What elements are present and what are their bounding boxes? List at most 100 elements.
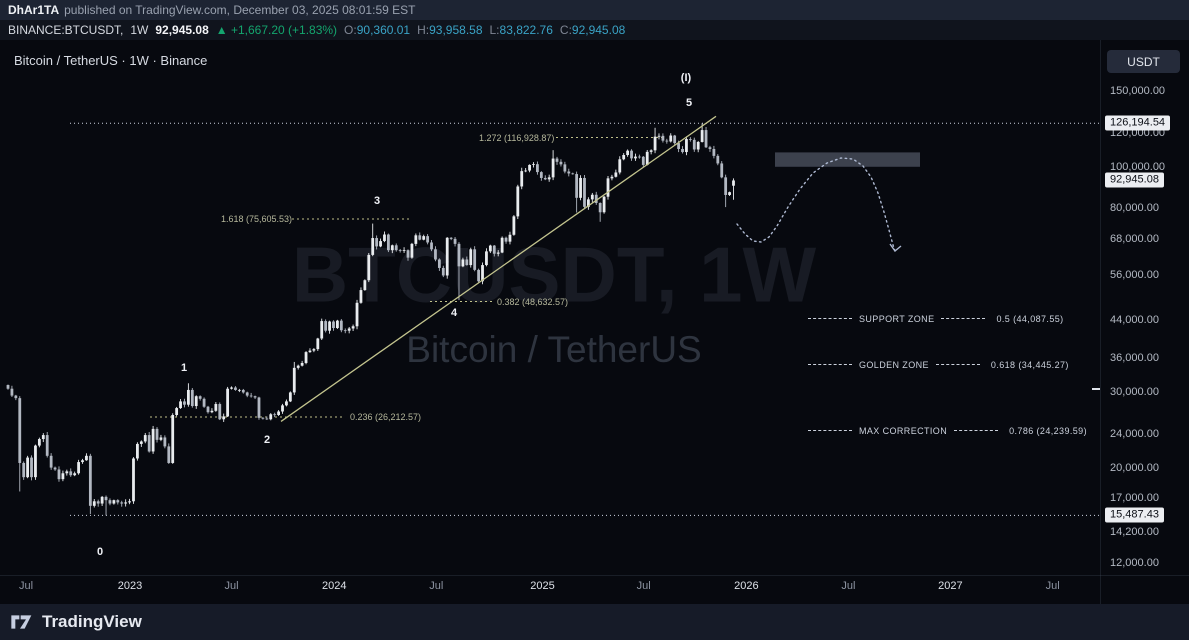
candle-body	[26, 457, 30, 478]
candle-body	[512, 216, 516, 235]
candle-body	[34, 445, 37, 478]
wave-label: 3	[373, 195, 381, 207]
candle-body	[359, 290, 363, 303]
candle-body	[386, 234, 390, 251]
candle-body	[41, 435, 45, 440]
symbol-info-bar: BINANCE:BTCUSDT, 1W 92,945.08 ▲ +1,667.2…	[0, 20, 1189, 40]
candle-body	[112, 500, 116, 504]
candle-body	[30, 457, 33, 478]
candle-body	[214, 404, 218, 411]
candle-body	[437, 259, 441, 268]
candle-body	[100, 496, 104, 504]
candle-body	[685, 139, 688, 153]
candle-body	[367, 254, 371, 281]
price-chart-canvas[interactable]	[0, 40, 1189, 604]
candle-body	[516, 186, 520, 217]
tradingview-logo-icon[interactable]	[10, 612, 34, 632]
candle-body	[85, 455, 88, 461]
fib-level-label: 0.382 (48,632.57)	[497, 296, 569, 307]
candle-body	[179, 401, 182, 409]
candle-body	[602, 196, 606, 213]
candle-body	[669, 135, 673, 142]
candle-body	[73, 473, 77, 476]
candle-body	[49, 455, 53, 468]
zone-value: 0.5 (44,087.55)	[996, 313, 1064, 324]
price-axis-label: 17,000.00	[1110, 491, 1159, 504]
time-axis-label: 2024	[322, 580, 347, 592]
candle-body	[453, 238, 457, 244]
candle-body	[277, 411, 280, 415]
zone-label: SUPPORT ZONE	[859, 313, 935, 324]
candle-body	[492, 245, 496, 254]
candle-body	[649, 150, 653, 152]
candle-body	[504, 237, 508, 242]
wave-label: 2	[263, 434, 271, 446]
candle-body	[614, 172, 618, 177]
retracement-zone-row: GOLDEN ZONE 0.618 (34,445.27)	[808, 360, 1069, 370]
candle-body	[536, 164, 539, 173]
candle-body	[257, 397, 261, 418]
candle-body	[273, 414, 277, 416]
candle-body	[720, 163, 724, 178]
candle-body	[57, 469, 61, 480]
candle-body	[696, 141, 700, 150]
candle-body	[69, 471, 73, 476]
time-axis-label: Jul	[1045, 580, 1060, 592]
wave-label: 4	[450, 307, 458, 319]
candle-body	[292, 367, 296, 393]
brand-name[interactable]: TradingView	[42, 612, 142, 631]
price-badge: 15,487.43	[1105, 507, 1164, 523]
candle-body	[665, 140, 669, 142]
candle-body	[481, 265, 484, 282]
candle-body	[473, 249, 477, 270]
candle-body	[586, 199, 590, 207]
candle-body	[716, 155, 720, 164]
candle-body	[430, 242, 433, 250]
retracement-zone-row: SUPPORT ZONE 0.5 (44,087.55)	[808, 314, 1064, 324]
candle-body	[594, 194, 598, 203]
price-axis-label: 14,200.00	[1110, 525, 1159, 538]
price-axis-label: 30,000.00	[1110, 385, 1159, 398]
candle-body	[37, 439, 41, 446]
candle-body	[547, 177, 551, 180]
zone-value: 0.618 (34,445.27)	[990, 359, 1069, 370]
wave-label: (I)	[680, 72, 692, 84]
zone-dash-line	[935, 364, 980, 366]
candle-body	[406, 250, 410, 258]
price-axis-label: 36,000.00	[1110, 351, 1159, 364]
candle-body	[539, 172, 543, 178]
low-value: L:83,822.76	[489, 23, 553, 37]
candle-body	[732, 180, 735, 186]
price-axis-label: 150,000.00	[1110, 85, 1166, 97]
currency-button[interactable]: USDT	[1107, 50, 1180, 73]
zone-label: GOLDEN ZONE	[859, 359, 929, 370]
candle-body	[394, 245, 398, 251]
candle-body	[281, 405, 284, 412]
candle-body	[524, 170, 528, 172]
candle-body	[339, 320, 343, 331]
candle-body	[673, 135, 677, 144]
candle-body	[551, 158, 555, 178]
candle-body	[136, 443, 139, 459]
candle-body	[139, 441, 143, 444]
fib-level-label: 1.272 (116,928.87)	[479, 132, 555, 143]
candle-body	[249, 395, 253, 397]
chart-area[interactable]: BTCUSDT, 1W Bitcoin / TetherUS 150,000.0…	[0, 40, 1189, 604]
candle-body	[485, 251, 488, 266]
candle-body	[288, 392, 292, 402]
price-axis-label: 12,000.00	[1110, 557, 1159, 570]
author-name[interactable]: DhAr1TA	[8, 3, 60, 17]
zone-dash-line	[808, 364, 852, 366]
candle-body	[128, 501, 131, 503]
candle-body	[167, 446, 171, 463]
candle-body	[402, 250, 406, 251]
candle-body	[151, 428, 155, 452]
candle-body	[645, 151, 649, 165]
candle-body	[657, 135, 661, 137]
close-value: C:92,945.08	[559, 23, 626, 37]
candle-body	[198, 396, 202, 399]
candle-body	[241, 389, 245, 393]
candle-body	[555, 158, 559, 162]
candle-body	[500, 237, 504, 253]
candle-body	[575, 174, 579, 198]
